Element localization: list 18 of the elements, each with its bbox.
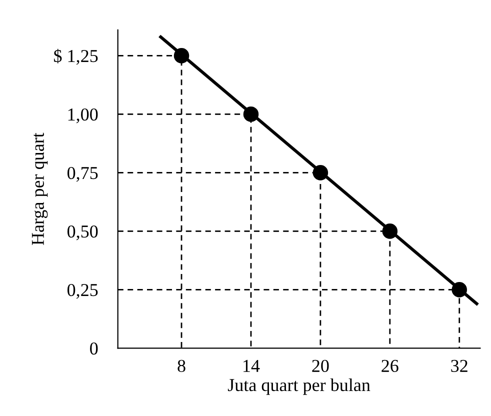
x-axis-title: Juta quart per bulan xyxy=(228,378,370,395)
point xyxy=(243,106,259,122)
y-tick-label: 0 xyxy=(90,342,98,355)
x-tick-label: 20 xyxy=(312,360,329,372)
x-tick-label: 8 xyxy=(178,360,186,372)
y-tick-label: 1,00 xyxy=(68,108,98,124)
point xyxy=(452,282,467,298)
y-tick-label: 0,75 xyxy=(67,166,98,182)
y-axis-title: Harga per quart xyxy=(32,132,48,246)
y-tick-label: 0,25 xyxy=(67,284,98,299)
point xyxy=(174,48,190,64)
y-tick-label: 0,50 xyxy=(67,225,98,240)
x-tick-label: 26 xyxy=(382,360,398,372)
point xyxy=(382,224,398,239)
x-tick-label: 14 xyxy=(244,360,260,372)
x-tick-label: 32 xyxy=(451,360,468,372)
y-tick-label: $ 1,25 xyxy=(54,48,98,65)
point xyxy=(312,165,328,180)
